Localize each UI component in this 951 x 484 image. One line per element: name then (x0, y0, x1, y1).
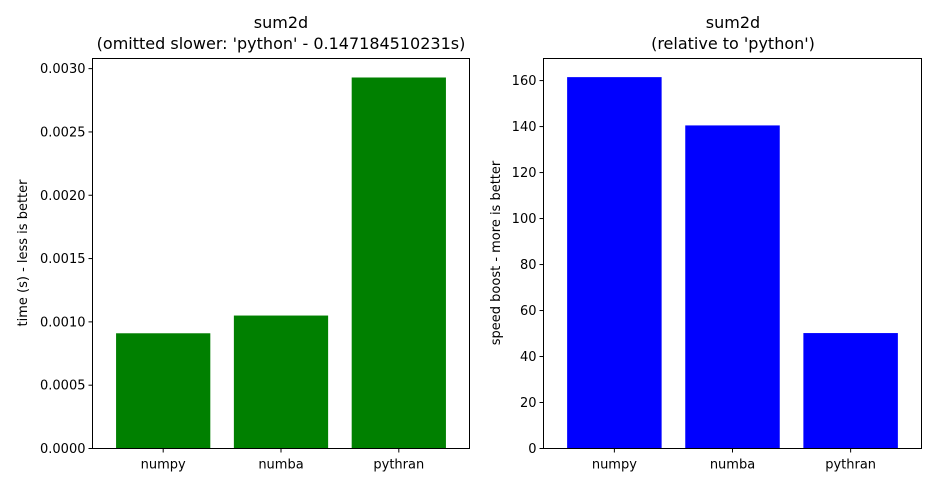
chart-subtitle: (relative to 'python') (651, 34, 815, 53)
y-tick-label: 100 (512, 212, 537, 227)
chart-subtitle: (omitted slower: 'python' - 0.1471845102… (97, 34, 466, 53)
y-tick-label: 0 (528, 442, 536, 457)
y-tick-label: 0.0025 (40, 125, 86, 140)
y-axis-label: time (s) - less is better (16, 179, 31, 327)
y-tick-label: 0.0005 (40, 379, 86, 394)
speed-boost-chart: sum2d (relative to 'python') speed boost… (489, 13, 922, 473)
x-tick-label: numpy (141, 458, 186, 473)
chart-title: sum2d (254, 13, 308, 32)
bar-pythran (351, 77, 446, 449)
bar-pythran (803, 333, 898, 449)
bars (116, 77, 446, 449)
x-ticks: numpy numba pythran (141, 448, 424, 473)
y-axis-label: speed boost - more is better (489, 160, 504, 345)
y-tick-label: 0.0000 (40, 442, 86, 457)
y-tick-label: 20 (520, 396, 537, 411)
bar-numba (685, 125, 780, 449)
plot-frame (543, 58, 922, 449)
y-tick-label: 120 (512, 166, 537, 181)
plot-frame (92, 58, 470, 449)
x-tick-label: numpy (592, 458, 637, 473)
bar-numpy (116, 333, 211, 449)
time-chart: sum2d (omitted slower: 'python' - 0.1471… (16, 13, 470, 473)
y-tick-label: 0.0020 (40, 189, 86, 204)
y-tick-label: 60 (520, 304, 537, 319)
x-tick-label: numba (710, 458, 755, 473)
y-tick-label: 40 (520, 350, 537, 365)
x-ticks: numpy numba pythran (592, 448, 876, 473)
bar-numba (233, 315, 329, 449)
chart-title: sum2d (706, 13, 760, 32)
y-tick-label: 160 (512, 74, 537, 89)
y-ticks: 0 20 40 60 80 100 120 140 160 (512, 74, 544, 457)
y-tick-label: 0.0030 (40, 62, 86, 77)
y-tick-label: 80 (520, 258, 537, 273)
x-tick-label: pythran (825, 458, 876, 473)
y-tick-label: 0.0015 (40, 252, 86, 267)
bar-numpy (567, 77, 662, 449)
x-tick-label: numba (258, 458, 303, 473)
bars (567, 77, 898, 449)
y-tick-label: 140 (512, 120, 537, 135)
y-ticks: 0.0000 0.0005 0.0010 0.0015 0.0020 0.0025 0.00… (40, 62, 93, 457)
x-tick-label: pythran (373, 458, 424, 473)
y-tick-label: 0.0010 (40, 315, 86, 330)
